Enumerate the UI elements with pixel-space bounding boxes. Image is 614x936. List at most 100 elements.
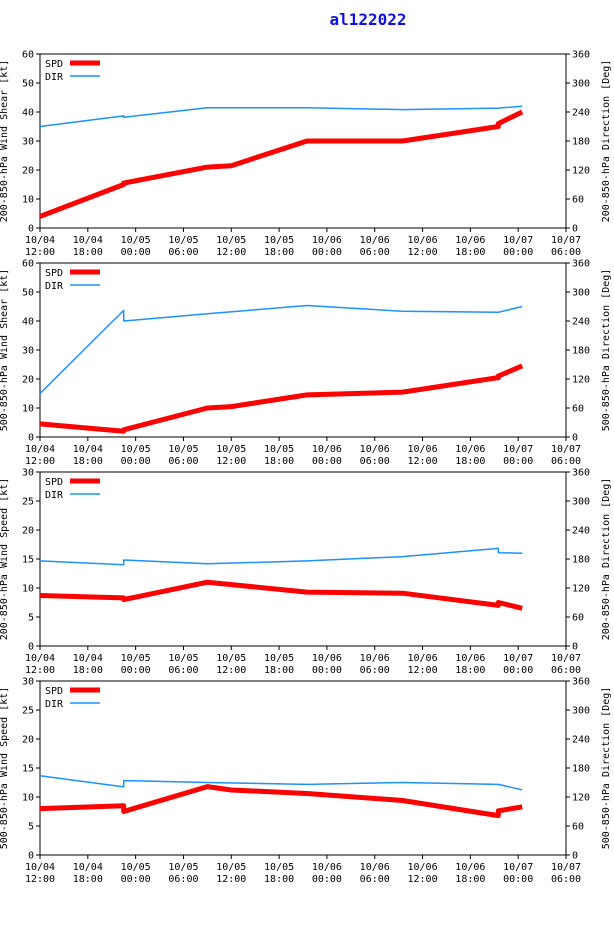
- left-y-tick-label: 20: [22, 526, 34, 537]
- x-tick-time: 00:00: [503, 665, 533, 676]
- x-tick-time: 18:00: [455, 456, 485, 467]
- x-tick-time: 00:00: [312, 456, 342, 467]
- right-y-tick-label: 240: [572, 317, 590, 328]
- x-tick-date: 10/07: [551, 444, 581, 455]
- x-tick-time: 00:00: [312, 247, 342, 258]
- x-tick-time: 12:00: [407, 874, 437, 885]
- x-tick-date: 10/05: [264, 235, 294, 246]
- right-y-tick-label: 0: [572, 642, 578, 653]
- x-tick-date: 10/06: [455, 235, 485, 246]
- x-tick-date: 10/06: [312, 862, 342, 873]
- x-tick-time: 06:00: [551, 456, 581, 467]
- spd-series-line: [39, 784, 523, 819]
- left-y-tick-label: 30: [22, 346, 34, 357]
- right-y-tick-label: 60: [572, 822, 584, 833]
- x-tick-time: 12:00: [25, 665, 55, 676]
- x-tick-date: 10/07: [503, 653, 533, 664]
- plot-frame: [39, 262, 567, 438]
- x-tick-time: 06:00: [360, 665, 390, 676]
- x-tick-date: 10/05: [264, 653, 294, 664]
- left-axis-title: 500-850-hPa Wind Speed [kt]: [0, 687, 10, 850]
- left-y-tick-label: 40: [22, 108, 34, 119]
- left-y-tick-label: 10: [22, 584, 34, 595]
- x-tick-time: 06:00: [360, 247, 390, 258]
- x-tick-time: 12:00: [216, 874, 246, 885]
- x-tick-date: 10/05: [264, 862, 294, 873]
- left-y-tick-label: 60: [22, 259, 34, 270]
- x-tick-date: 10/05: [168, 862, 198, 873]
- x-tick-time: 18:00: [264, 247, 294, 258]
- x-tick-time: 00:00: [312, 874, 342, 885]
- x-tick-date: 10/05: [168, 235, 198, 246]
- x-tick-time: 18:00: [73, 456, 103, 467]
- x-tick-time: 06:00: [360, 456, 390, 467]
- x-tick-time: 18:00: [455, 874, 485, 885]
- x-tick-date: 10/06: [312, 235, 342, 246]
- x-tick-date: 10/06: [360, 862, 390, 873]
- x-tick-date: 10/05: [121, 444, 151, 455]
- right-y-tick-label: 360: [572, 468, 590, 479]
- right-y-tick-label: 180: [572, 764, 590, 775]
- left-axis-title: 200-850-hPa Wind Shear [kt]: [0, 60, 10, 223]
- right-y-tick-label: 300: [572, 497, 590, 508]
- spd-series-line: [39, 109, 524, 219]
- panel-3: 05101520253006012018024030036010/0412:00…: [0, 468, 612, 677]
- left-y-tick-label: 30: [22, 468, 34, 479]
- x-tick-time: 06:00: [168, 247, 198, 258]
- x-tick-time: 18:00: [455, 247, 485, 258]
- left-y-tick-label: 5: [28, 822, 34, 833]
- x-tick-time: 18:00: [264, 665, 294, 676]
- right-y-tick-label: 360: [572, 259, 590, 270]
- plot-frame: [39, 471, 567, 647]
- right-y-tick-label: 0: [572, 851, 578, 862]
- x-tick-time: 00:00: [121, 665, 151, 676]
- x-tick-date: 10/05: [216, 235, 246, 246]
- dir-series-line: [39, 304, 523, 395]
- x-tick-date: 10/06: [455, 862, 485, 873]
- x-tick-time: 12:00: [407, 665, 437, 676]
- legend-spd-label: SPD: [45, 686, 63, 697]
- x-tick-date: 10/06: [407, 235, 437, 246]
- x-tick-date: 10/06: [455, 653, 485, 664]
- left-y-tick-label: 25: [22, 706, 34, 717]
- x-tick-date: 10/06: [312, 444, 342, 455]
- right-y-tick-label: 180: [572, 137, 590, 148]
- left-y-tick-label: 0: [28, 433, 34, 444]
- left-axis-title: 200-850-hPa Wind Speed [kt]: [0, 478, 10, 641]
- x-tick-time: 18:00: [73, 247, 103, 258]
- right-y-tick-label: 180: [572, 346, 590, 357]
- x-tick-date: 10/07: [551, 235, 581, 246]
- legend-dir-label: DIR: [45, 490, 64, 501]
- left-y-tick-label: 50: [22, 79, 34, 90]
- x-tick-date: 10/06: [407, 862, 437, 873]
- left-y-tick-label: 15: [22, 555, 34, 566]
- x-tick-date: 10/05: [121, 235, 151, 246]
- x-tick-date: 10/05: [121, 653, 151, 664]
- right-y-tick-label: 300: [572, 706, 590, 717]
- x-tick-date: 10/06: [360, 235, 390, 246]
- panels: 010203040506006012018024030036010/0412:0…: [0, 50, 612, 886]
- x-tick-time: 00:00: [121, 456, 151, 467]
- left-y-tick-label: 25: [22, 497, 34, 508]
- left-y-tick-label: 15: [22, 764, 34, 775]
- left-y-tick-label: 30: [22, 137, 34, 148]
- x-tick-date: 10/05: [216, 862, 246, 873]
- x-tick-time: 06:00: [551, 665, 581, 676]
- x-tick-date: 10/06: [407, 653, 437, 664]
- legend-spd-label: SPD: [45, 268, 63, 279]
- left-y-tick-label: 50: [22, 288, 34, 299]
- right-y-tick-label: 360: [572, 50, 590, 61]
- left-y-tick-label: 0: [28, 224, 34, 235]
- x-tick-time: 18:00: [73, 665, 103, 676]
- x-tick-time: 12:00: [407, 456, 437, 467]
- dir-series-line: [39, 774, 523, 791]
- x-tick-date: 10/05: [121, 862, 151, 873]
- legend-spd-label: SPD: [45, 477, 63, 488]
- x-tick-time: 18:00: [264, 456, 294, 467]
- x-tick-date: 10/06: [360, 653, 390, 664]
- right-y-tick-label: 240: [572, 108, 590, 119]
- x-tick-time: 00:00: [503, 247, 533, 258]
- x-tick-date: 10/06: [455, 444, 485, 455]
- x-tick-time: 12:00: [25, 874, 55, 885]
